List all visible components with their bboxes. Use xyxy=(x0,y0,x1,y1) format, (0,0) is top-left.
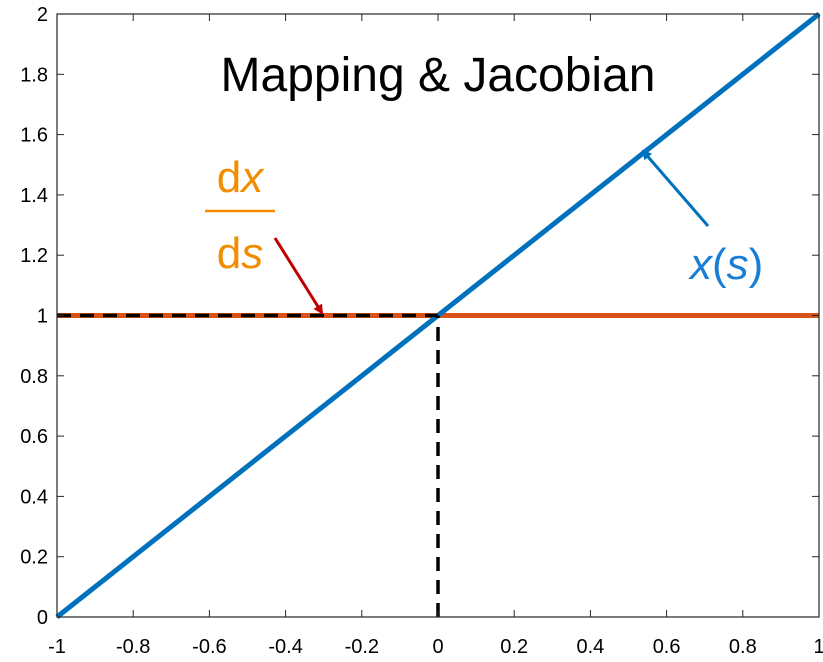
y-tick-label: 0.4 xyxy=(20,486,48,508)
y-tick-label: 1.8 xyxy=(20,64,48,86)
y-tick-label: 1.6 xyxy=(20,125,48,147)
x-tick-label: -1 xyxy=(48,636,66,658)
reference-lines-top xyxy=(57,313,440,617)
xs-annotation-arrow xyxy=(641,149,710,227)
y-tick-label: 0 xyxy=(37,607,48,629)
x-tick-label: -0.6 xyxy=(192,636,226,658)
xs-annotation-open: ( xyxy=(712,240,727,289)
x-tick-label: -0.8 xyxy=(116,636,150,658)
x-axis-ticks: -1 -0.8 -0.6 -0.4 -0.2 0 0.2 0.4 0.6 0.8 1 xyxy=(48,14,823,658)
dxds-numerator-d: d xyxy=(217,153,241,202)
xs-annotation-s: s xyxy=(727,240,749,289)
xs-annotation-close: ) xyxy=(749,240,764,289)
x-tick-label: 0.2 xyxy=(500,636,528,658)
x-tick-label: -0.2 xyxy=(345,636,379,658)
y-tick-label: 1.2 xyxy=(20,245,48,267)
y-tick-label: 1 xyxy=(37,306,48,328)
x-tick-label: 1 xyxy=(813,636,823,658)
x-tick-label: 0.8 xyxy=(729,636,757,658)
x-tick-label: 0.6 xyxy=(653,636,681,658)
x-tick-label: -0.4 xyxy=(268,636,302,658)
y-tick-label: 0.2 xyxy=(20,547,48,569)
dxds-annotation-arrow xyxy=(273,237,324,315)
xs-annotation-x: x xyxy=(688,240,714,289)
dxds-denominator-d: d xyxy=(217,229,241,278)
y-tick-label: 0.6 xyxy=(20,426,48,448)
chart-title: Mapping & Jacobian xyxy=(221,49,656,102)
xs-annotation: x(s) xyxy=(688,240,763,289)
y-tick-label: 2 xyxy=(37,4,48,26)
dxds-denominator-s: s xyxy=(241,229,263,278)
dxds-numerator-x: x xyxy=(239,153,265,202)
y-tick-label: 0.8 xyxy=(20,366,48,388)
dxds-denominator: ds xyxy=(217,229,263,278)
y-tick-label: 1.4 xyxy=(20,185,48,207)
y-axis-ticks: 0 0.2 0.4 0.6 0.8 1 1.2 1.4 1.6 1.8 2 xyxy=(20,4,819,629)
x-tick-label: 0.4 xyxy=(576,636,604,658)
dxds-numerator: dx xyxy=(217,153,265,202)
x-tick-label: 0 xyxy=(432,636,443,658)
